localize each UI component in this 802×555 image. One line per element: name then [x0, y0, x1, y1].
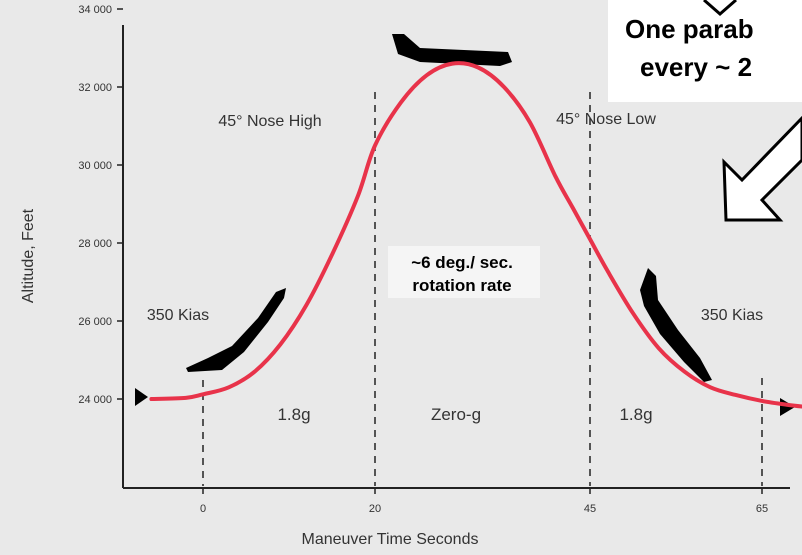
nose-high-label: 45° Nose High — [218, 113, 321, 130]
callout-line2: every ~ 2 — [640, 52, 752, 82]
nose-low-label: 45° Nose Low — [556, 111, 656, 128]
g-left-label: 1.8g — [277, 405, 310, 424]
y-tick-label: 32 000 — [78, 82, 112, 94]
x-tick-label: 65 — [756, 503, 768, 515]
x-tick-label: 45 — [584, 503, 596, 515]
x-tick-label: 0 — [200, 503, 206, 515]
y-tick-label: 30 000 — [78, 160, 112, 172]
y-tick-label: 26 000 — [78, 316, 112, 328]
rate-label-line1: ~6 deg./ sec. — [411, 253, 513, 272]
x-tick-label: 20 — [369, 503, 381, 515]
entry-triangle-icon — [135, 388, 148, 406]
g-right-label: 1.8g — [619, 405, 652, 424]
y-tick-label: 34 000 — [78, 4, 112, 16]
diagonal-arrow-icon — [724, 118, 802, 220]
y-ticks: 34 000 32 000 30 000 28 000 26 000 24 000 — [78, 4, 123, 406]
y-tick-label: 24 000 — [78, 394, 112, 406]
speed-left-label: 350 Kias — [147, 307, 209, 324]
y-axis-title: Altitude, Feet — [20, 208, 37, 303]
aircraft-climb-icon — [186, 288, 286, 372]
rate-label-line2: rotation rate — [412, 276, 511, 295]
aircraft-top-icon — [392, 34, 512, 66]
callout-line1: One parab — [625, 14, 754, 44]
x-axis-title: Maneuver Time Seconds — [302, 531, 479, 548]
speed-right-label: 350 Kias — [701, 307, 763, 324]
y-tick-label: 28 000 — [78, 238, 112, 250]
x-ticks: 0 20 45 65 — [200, 488, 768, 515]
g-center-label: Zero-g — [431, 405, 481, 424]
